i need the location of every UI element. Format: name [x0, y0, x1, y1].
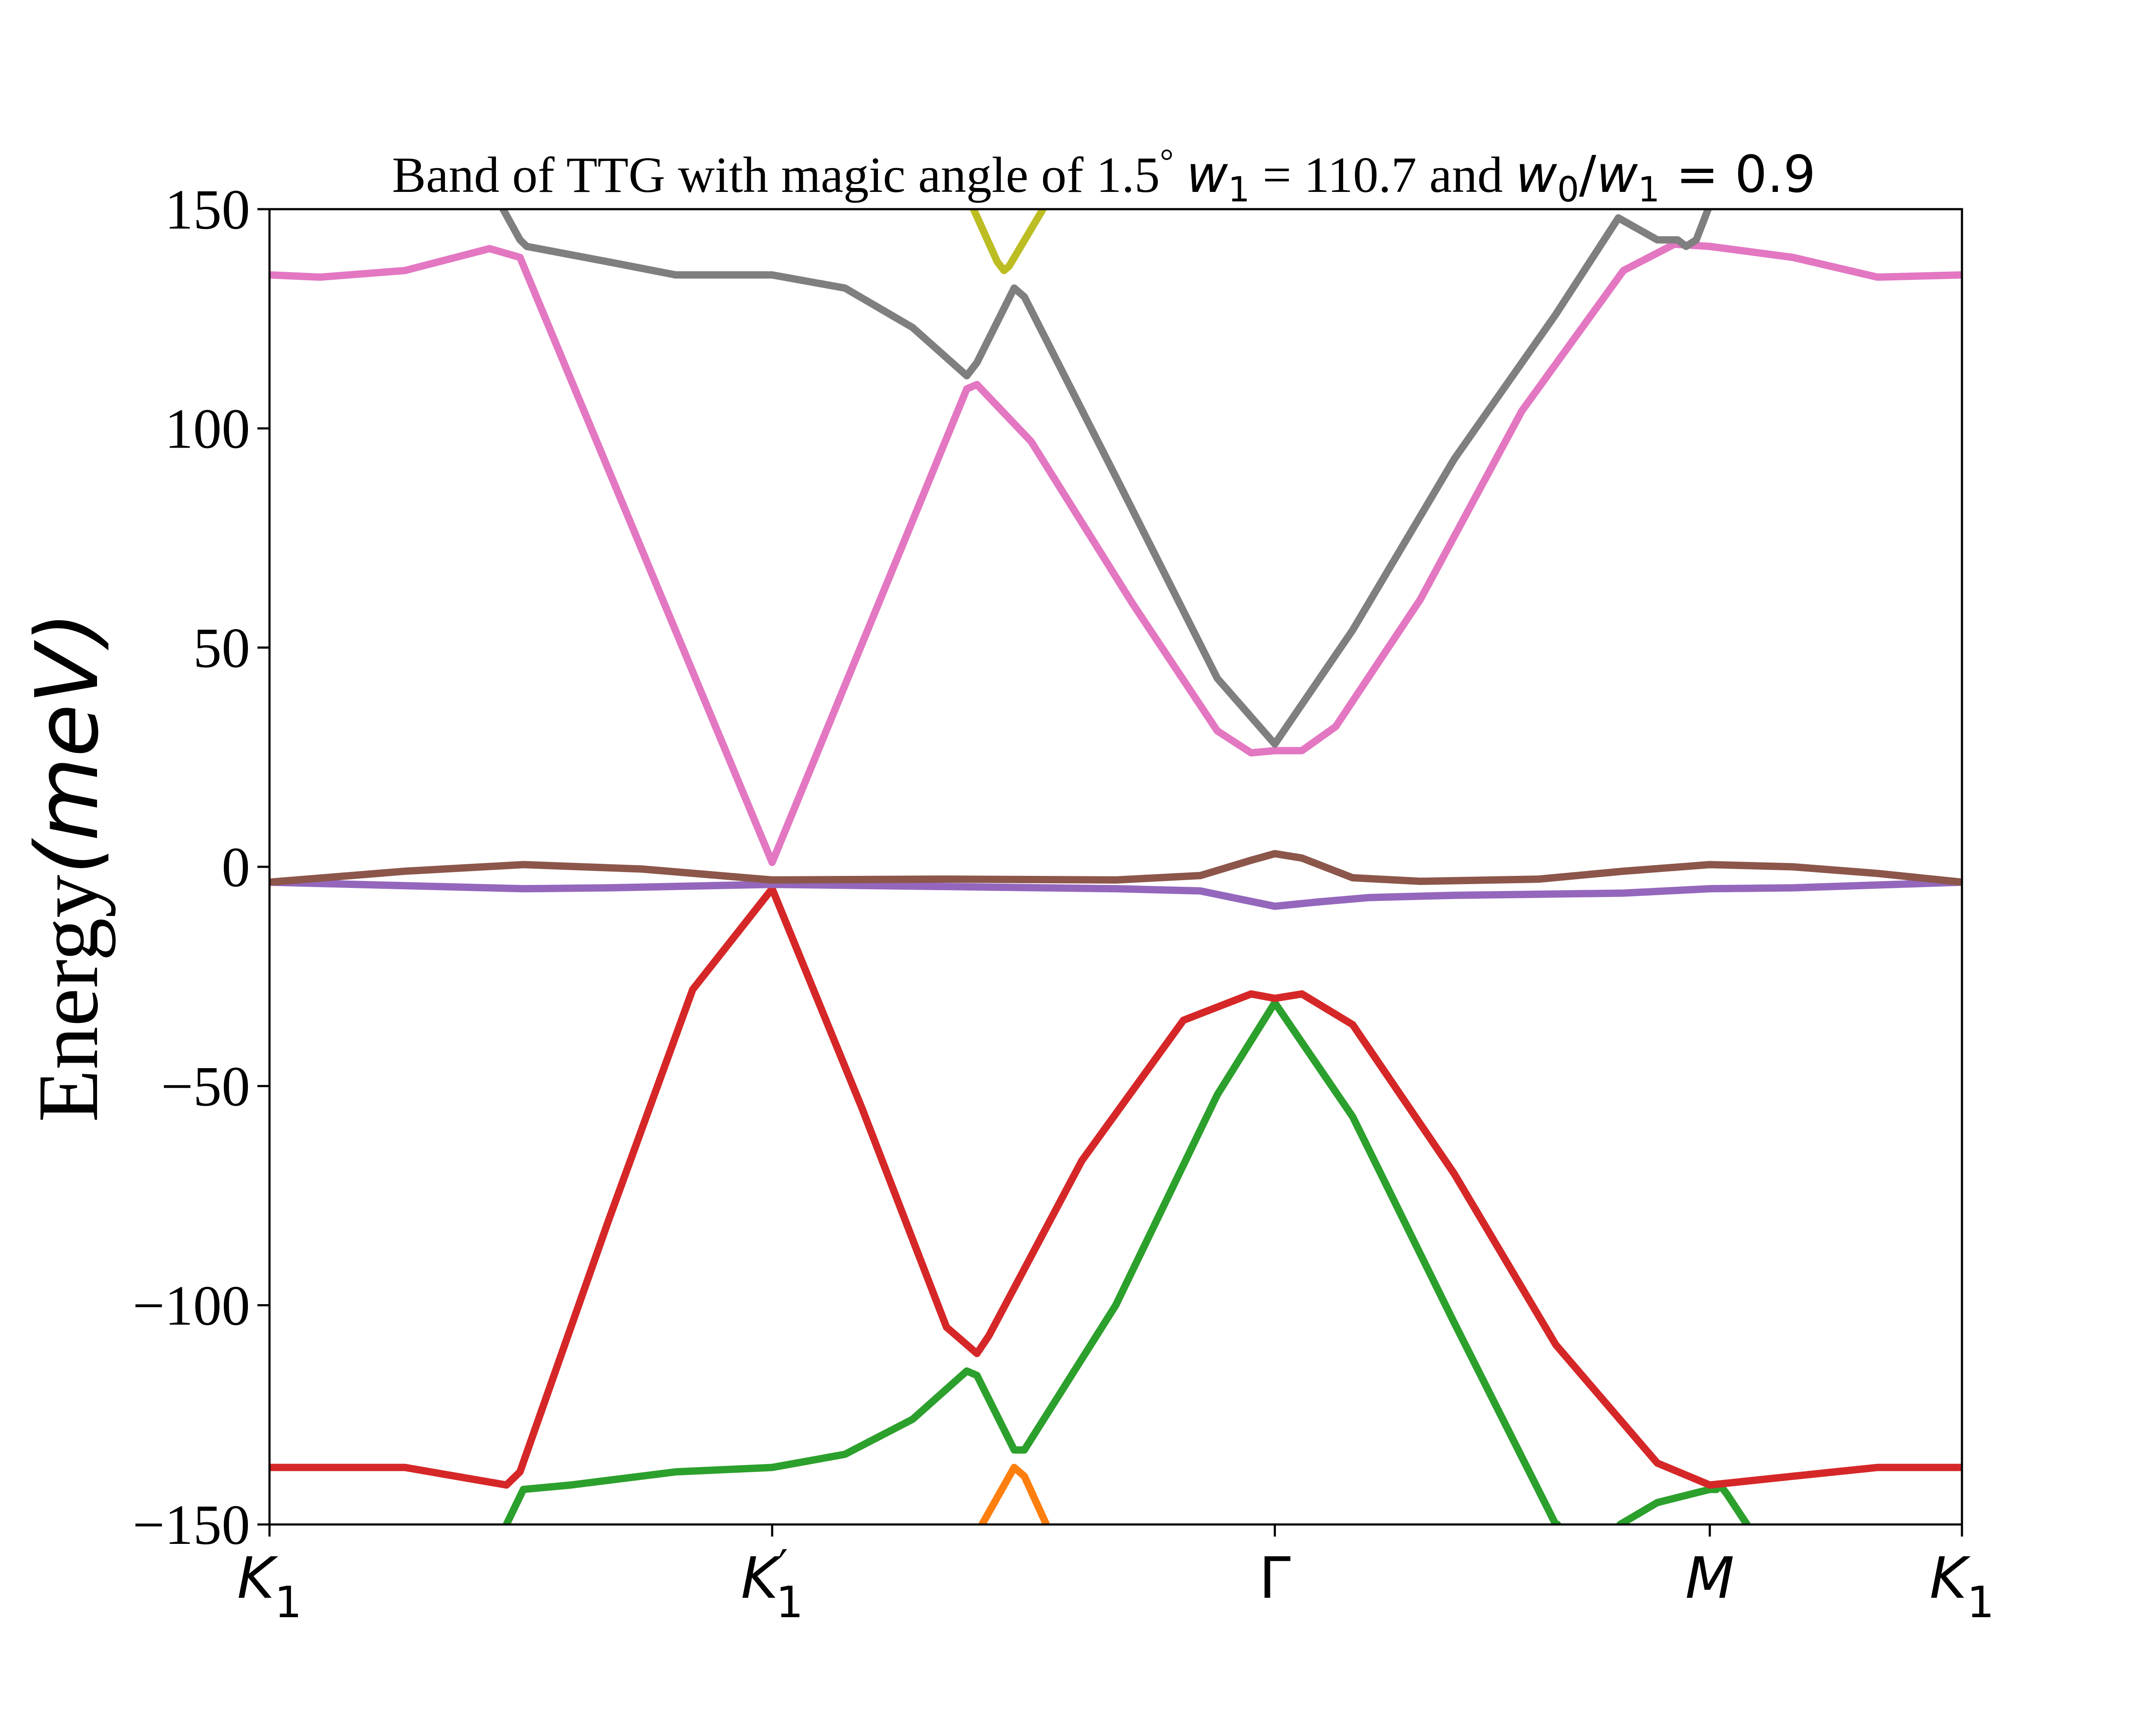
- title-w0-sub: 0: [1557, 169, 1579, 210]
- y-tick-label: 100: [165, 397, 250, 460]
- y-tick-label: −50: [161, 1054, 250, 1118]
- x-tick-label: K1: [1930, 1545, 1994, 1628]
- title-degree: °: [1160, 142, 1174, 180]
- x-tick-label: Γ: [1259, 1545, 1291, 1612]
- y-tick-label: 0: [222, 835, 250, 899]
- y-tick-label: −100: [133, 1274, 250, 1337]
- title-w1-eq: = 110.7 and: [1250, 147, 1516, 203]
- x-tick-label: K′ 1: [741, 1540, 803, 1628]
- title-w1b-symbol: w: [1596, 144, 1638, 204]
- band-series-3: [270, 885, 1962, 1489]
- y-axis-label: Energy(meV): [17, 612, 118, 1123]
- series-layer: [270, 209, 1962, 1524]
- band-series-8: [970, 209, 1047, 274]
- x-tick-label: K1: [237, 1545, 302, 1628]
- y-tick-label: 150: [165, 178, 250, 241]
- y-tick-label: −150: [133, 1493, 250, 1556]
- band-series-2: [1616, 1481, 1751, 1524]
- band-series-1: [503, 999, 1561, 1524]
- x-axis: K1 K′ 1 Γ M K1: [237, 1524, 1994, 1628]
- band-series-5: [270, 850, 1962, 886]
- band-series-7: [499, 209, 1712, 748]
- title-w0-symbol: w: [1516, 144, 1557, 204]
- title-w1-symbol: w: [1186, 144, 1228, 204]
- title-prefix: Band of TTG with magic angle of 1.5: [392, 147, 1160, 203]
- band-series-0: [978, 1464, 1050, 1524]
- band-series-4: [270, 878, 1962, 910]
- y-axis-label-unit: (meV): [17, 612, 118, 875]
- title-slash: /: [1579, 144, 1596, 204]
- title-w1-sub: 1: [1228, 169, 1250, 210]
- chart-title: Band of TTG with magic angle of 1.5° w1 …: [392, 142, 1816, 210]
- x-tick-label: M: [1685, 1545, 1734, 1612]
- title-ratio-eq: = 0.9: [1660, 144, 1816, 204]
- y-tick-label: 50: [193, 616, 250, 680]
- y-axis: 150 100 50 0 −50 −100 −150: [133, 178, 270, 1556]
- y-axis-label-text: Energy: [21, 875, 116, 1122]
- title-w1b-sub: 1: [1638, 169, 1660, 210]
